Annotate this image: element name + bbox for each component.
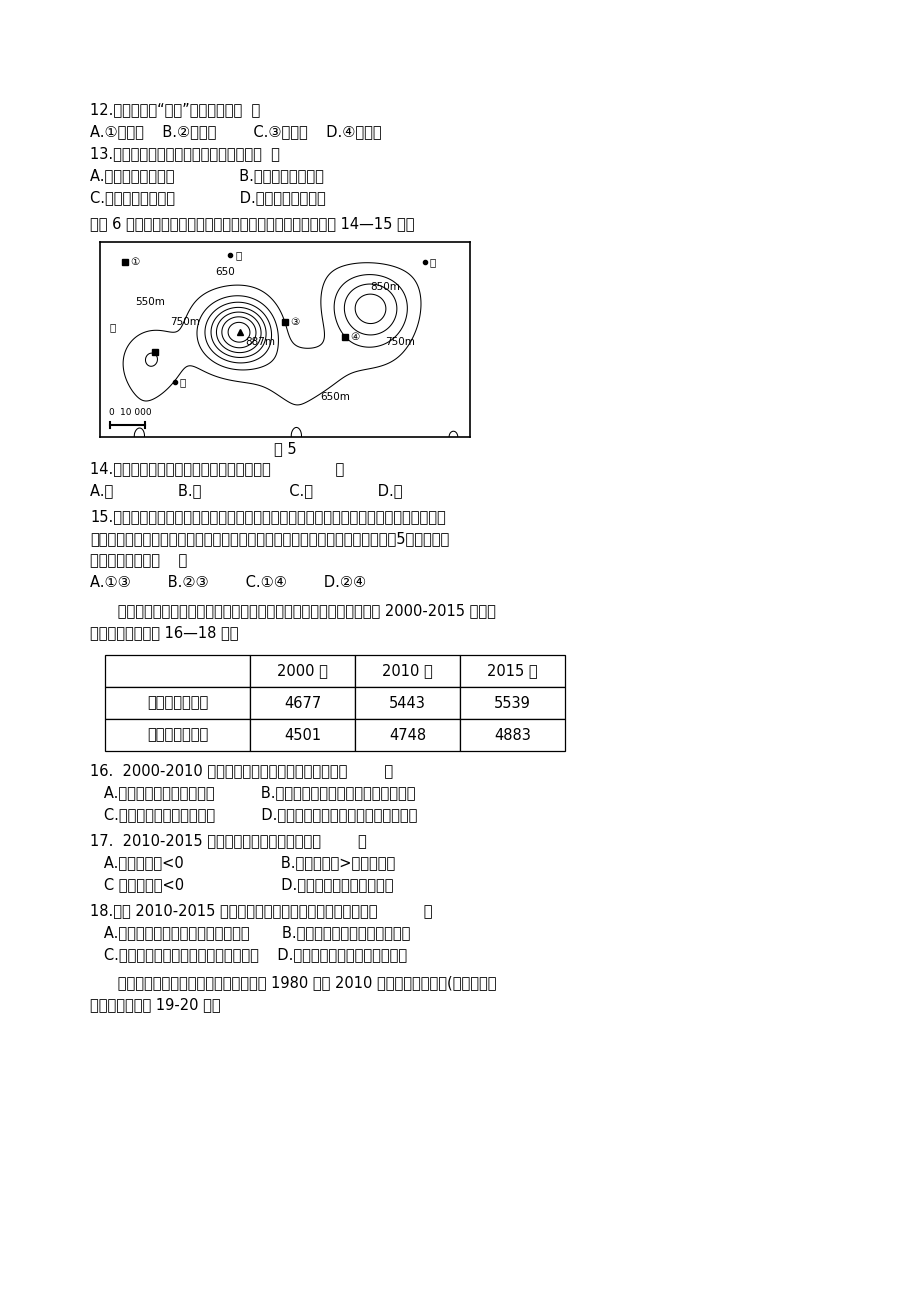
Text: 丁: 丁 bbox=[110, 322, 116, 332]
Text: 10 000: 10 000 bbox=[119, 408, 152, 417]
Text: 统计表，据此完成 16—18 题。: 统计表，据此完成 16—18 题。 bbox=[90, 625, 238, 641]
Text: C.我国二孯政策出台，人口出生率大增    D.产业转移，外来劳工大幅减少: C.我国二孯政策出台，人口出生率大增 D.产业转移，外来劳工大幅减少 bbox=[90, 947, 407, 962]
Bar bbox=[355, 687, 460, 719]
Text: C 自然增长率<0                     D.机械增长率＝自然增长率: C 自然增长率<0 D.机械增长率＝自然增长率 bbox=[90, 878, 393, 892]
Text: A.机械增长率<0                     B.机械增长率>自然增长率: A.机械增长率<0 B.机械增长率>自然增长率 bbox=[90, 855, 395, 870]
Text: 750m: 750m bbox=[170, 316, 199, 327]
Bar bbox=[250, 655, 355, 687]
Text: 2010 年: 2010 年 bbox=[381, 664, 433, 678]
Text: 16.  2000-2010 年浙江省经济与人口之间的关系是（        ）: 16. 2000-2010 年浙江省经济与人口之间的关系是（ ） bbox=[90, 763, 392, 779]
Text: 5443: 5443 bbox=[389, 695, 425, 711]
Text: 12.据图可知，“热点”位于图中的（  ）: 12.据图可知，“热点”位于图中的（ ） bbox=[90, 102, 260, 117]
Text: A.城市化发展快城市人口出生率偏低       B.环境污染严重，本省人口外迁: A.城市化发展快城市人口出生率偏低 B.环境污染严重，本省人口外迁 bbox=[90, 924, 410, 940]
Text: 5539: 5539 bbox=[494, 695, 530, 711]
Text: A.甲              B.乙                   C.丙              D.丁: A.甲 B.乙 C.丙 D.丁 bbox=[90, 483, 403, 497]
Text: C.产业结构调整，人口外迁          D.劳动密集型企业集聚，吸引外来劳工: C.产业结构调整，人口外迁 D.劳动密集型企业集聚，吸引外来劳工 bbox=[90, 807, 417, 822]
Text: 顼）。读表完成 19-20 题。: 顼）。读表完成 19-20 题。 bbox=[90, 997, 221, 1012]
Text: 捕获这两种动物（    ）: 捕获这两种动物（ ） bbox=[90, 553, 187, 568]
Text: 下图 6 为某地等高线地形图，一猎人欲到该地打猎。读图回答 14—15 题。: 下图 6 为某地等高线地形图，一猎人欲到该地打猎。读图回答 14—15 题。 bbox=[90, 216, 414, 230]
Text: 0: 0 bbox=[108, 408, 114, 417]
Bar bbox=[460, 687, 564, 719]
Bar bbox=[460, 655, 564, 687]
Bar bbox=[105, 687, 250, 719]
Text: ④: ④ bbox=[349, 332, 358, 342]
Text: 750m: 750m bbox=[384, 337, 414, 348]
Text: 14.猎人登上山顶，可能看到猎物的地点是（              ）: 14.猎人登上山顶，可能看到猎物的地点是（ ） bbox=[90, 461, 344, 477]
Text: A.先往正北再往西北              B.先往东南再往正东: A.先往正北再往西北 B.先往东南再往正东 bbox=[90, 168, 323, 184]
Text: 甲: 甲 bbox=[180, 378, 186, 387]
Text: 2015 年: 2015 年 bbox=[487, 664, 538, 678]
Text: 丙: 丙 bbox=[234, 250, 241, 260]
Bar bbox=[355, 719, 460, 751]
Text: 18.形成 2010-2015 年浙江省人口增长状况的最主要原因是（          ）: 18.形成 2010-2015 年浙江省人口增长状况的最主要原因是（ ） bbox=[90, 904, 432, 918]
Text: 650m: 650m bbox=[320, 392, 349, 402]
Text: 经济、人口增长是困扰我国当前发展的两大问题。下表是我国浙江省 2000-2015 年人口: 经济、人口增长是困扰我国当前发展的两大问题。下表是我国浙江省 2000-2015… bbox=[90, 603, 495, 618]
Bar bbox=[250, 719, 355, 751]
Text: 2000 年: 2000 年 bbox=[277, 664, 327, 678]
Text: 650: 650 bbox=[215, 267, 234, 277]
Text: 550m: 550m bbox=[135, 297, 165, 307]
Text: 4501: 4501 bbox=[284, 728, 321, 742]
Text: 常住人口（万）: 常住人口（万） bbox=[147, 695, 208, 711]
Text: 15.猎人熟悉动物习性，知道山羊喜欢在陵峻的山崖活动，而水鹿被追赶过后，会寻找有水: 15.猎人熟悉动物习性，知道山羊喜欢在陵峻的山崖活动，而水鹿被追赶过后，会寻找有… bbox=[90, 509, 446, 523]
Text: 4748: 4748 bbox=[389, 728, 425, 742]
Text: A.人口增长快，就业压力大          B.经济增长缓慢，外来劳动力拉力减少: A.人口增长快，就业压力大 B.经济增长缓慢，外来劳动力拉力减少 bbox=[90, 785, 415, 799]
Text: A.①③        B.②③        C.①④        D.②④: A.①③ B.②③ C.①④ D.②④ bbox=[90, 575, 366, 590]
Text: 的地方喝水。在这次打猎中，他捕获了山羊和水鹿，请问他最有可能分别在《图5》中哪两处: 的地方喝水。在这次打猎中，他捕获了山羊和水鹿，请问他最有可能分别在《图5》中哪两… bbox=[90, 531, 448, 546]
Text: 4677: 4677 bbox=[284, 695, 321, 711]
Text: 图 5: 图 5 bbox=[273, 441, 296, 456]
Text: 下表反映了我国某农作物的主产省区在 1980 年至 2010 年种植面积的变化(单位：千公: 下表反映了我国某农作物的主产省区在 1980 年至 2010 年种植面积的变化(… bbox=[90, 975, 496, 990]
Bar bbox=[355, 655, 460, 687]
Text: 户籍人口（万）: 户籍人口（万） bbox=[147, 728, 208, 742]
Bar bbox=[105, 655, 250, 687]
Text: 850m: 850m bbox=[369, 283, 400, 292]
Bar bbox=[460, 719, 564, 751]
Text: 17.  2010-2015 年浙江省人口增长的状况是（        ）: 17. 2010-2015 年浙江省人口增长的状况是（ ） bbox=[90, 833, 367, 848]
Text: A.①处附近    B.②处附近        C.③处附近    D.④处附近: A.①处附近 B.②处附近 C.③处附近 D.④处附近 bbox=[90, 124, 381, 139]
Bar bbox=[250, 687, 355, 719]
Text: 13.由岛链的分布可知，此板块的移动方（  ）: 13.由岛链的分布可知，此板块的移动方（ ） bbox=[90, 146, 279, 161]
Text: 乙: 乙 bbox=[429, 256, 436, 267]
Text: 887m: 887m bbox=[244, 337, 275, 348]
Text: ①: ① bbox=[130, 256, 139, 267]
Text: C.先往西北再往正北              D.先往正南再往东南: C.先往西北再往正北 D.先往正南再往东南 bbox=[90, 190, 325, 204]
Text: 4883: 4883 bbox=[494, 728, 530, 742]
Text: ③: ③ bbox=[289, 316, 299, 327]
Bar bbox=[105, 719, 250, 751]
